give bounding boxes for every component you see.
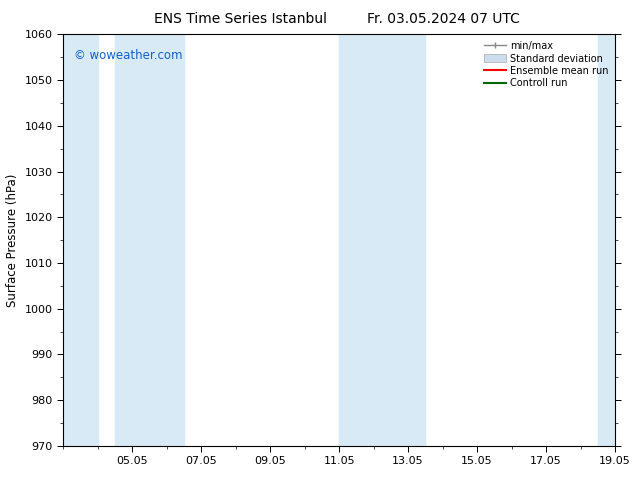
Bar — [356, 34, 425, 446]
Text: Fr. 03.05.2024 07 UTC: Fr. 03.05.2024 07 UTC — [367, 12, 521, 26]
Bar — [598, 34, 615, 446]
Text: © woweather.com: © woweather.com — [74, 49, 183, 62]
Bar — [63, 34, 98, 446]
Legend: min/max, Standard deviation, Ensemble mean run, Controll run: min/max, Standard deviation, Ensemble me… — [482, 39, 610, 90]
Text: ENS Time Series Istanbul: ENS Time Series Istanbul — [155, 12, 327, 26]
Bar — [339, 34, 356, 446]
Bar — [115, 34, 184, 446]
Y-axis label: Surface Pressure (hPa): Surface Pressure (hPa) — [6, 173, 19, 307]
